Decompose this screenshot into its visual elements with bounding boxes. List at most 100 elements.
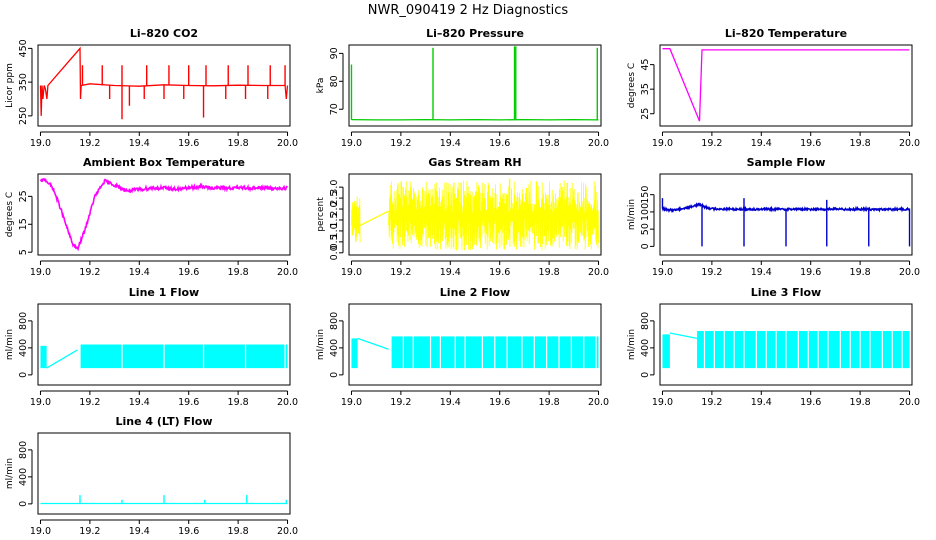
x-tick-label: 19.2 xyxy=(390,397,411,408)
plot-frame xyxy=(348,173,602,256)
y-axis-title: kPa xyxy=(316,78,326,94)
y-axis-title: degrees C xyxy=(5,192,15,237)
x-tick-label: 19.4 xyxy=(440,138,461,149)
plot-frame xyxy=(659,173,913,256)
chart-pressure: Li–820 Pressure 19.0 19.2 19.4 19.6 19.8 20.0 7… xyxy=(316,27,609,149)
y-tick-label: 5 xyxy=(18,249,29,255)
chart-box_temp: Ambient Box Temperature 19.0 19.2 19.4 19.6 1… xyxy=(5,156,298,278)
y-axis-title: degrees C xyxy=(627,63,637,108)
chart-line4: Line 4 (LT) Flow 19.0 19.2 19.4 19.6 19.8 20.0… xyxy=(5,415,298,537)
chart-title: Line 3 Flow xyxy=(751,286,821,299)
y-tick-label: 80 xyxy=(329,75,340,87)
x-tick-label: 19.0 xyxy=(341,138,362,149)
y-tick-label: 400 xyxy=(18,468,29,486)
x-tick-label: 19.4 xyxy=(129,267,150,278)
plot-frame xyxy=(37,303,291,386)
x-tick-label: 19.2 xyxy=(79,526,100,537)
chart-licor_temp: Li–820 Temperature 19.0 19.2 19.4 19.6 19.8 20… xyxy=(627,27,920,149)
chart-title: Line 2 Flow xyxy=(440,286,510,299)
x-tick-label: 20.0 xyxy=(277,267,298,278)
x-tick-label: 19.4 xyxy=(440,397,461,408)
chart-title: Gas Stream RH xyxy=(428,156,521,169)
x-tick-label: 19.6 xyxy=(178,267,199,278)
y-axis-title: Licor ppm xyxy=(5,63,15,108)
x-tick-label: 19.6 xyxy=(178,138,199,149)
y-tick-label: 0 xyxy=(640,243,651,249)
y-tick-label: 0 xyxy=(329,372,340,378)
series-line xyxy=(46,349,78,369)
x-tick-label: 19.6 xyxy=(178,526,199,537)
x-tick-label: 19.8 xyxy=(539,267,560,278)
series-line xyxy=(39,46,289,116)
y-axis-title: ml/min xyxy=(5,458,15,489)
y-axis-title: ml/min xyxy=(5,329,15,360)
series-line xyxy=(359,210,389,226)
chart-title: Li–820 Temperature xyxy=(725,27,847,40)
y-tick-label: 450 xyxy=(18,39,29,57)
data-layer xyxy=(351,335,599,370)
x-tick-label: 20.0 xyxy=(588,267,609,278)
plot-frame xyxy=(37,432,291,515)
data-layer xyxy=(351,178,599,251)
x-tick-label: 19.2 xyxy=(390,267,411,278)
chart-line2: Line 2 Flow 19.0 19.2 19.4 19.6 19.8 20.0 0 400 8… xyxy=(316,286,609,408)
x-tick-label: 19.8 xyxy=(228,267,249,278)
y-axis-title: ml/min xyxy=(627,329,637,360)
plot-frame xyxy=(348,303,602,386)
x-tick-label: 19.0 xyxy=(341,267,362,278)
series-block xyxy=(351,338,358,369)
x-tick-label: 19.0 xyxy=(341,397,362,408)
data-layer xyxy=(662,330,910,370)
chart-title: Line 4 (LT) Flow xyxy=(116,415,213,428)
x-tick-label: 20.0 xyxy=(899,397,920,408)
x-tick-label: 19.6 xyxy=(489,138,510,149)
x-tick-label: 19.0 xyxy=(30,138,51,149)
x-tick-label: 19.4 xyxy=(129,397,150,408)
x-tick-label: 19.4 xyxy=(129,138,150,149)
series-block xyxy=(40,345,47,369)
x-tick-label: 19.2 xyxy=(79,397,100,408)
x-tick-label: 19.8 xyxy=(850,397,871,408)
x-tick-label: 19.8 xyxy=(539,138,560,149)
x-tick-label: 19.0 xyxy=(652,138,673,149)
y-tick-label: 400 xyxy=(640,339,651,357)
x-tick-label: 20.0 xyxy=(277,138,298,149)
x-tick-label: 19.8 xyxy=(850,267,871,278)
x-tick-label: 19.8 xyxy=(850,138,871,149)
y-tick-label: 150 xyxy=(640,186,651,204)
y-tick-label: 15 xyxy=(18,218,29,230)
x-tick-label: 19.4 xyxy=(751,138,772,149)
series-line xyxy=(669,332,698,340)
x-tick-label: 19.4 xyxy=(751,267,772,278)
y-tick-label: 0.0 xyxy=(329,245,340,260)
x-tick-label: 19.8 xyxy=(228,526,249,537)
x-tick-label: 19.8 xyxy=(228,397,249,408)
data-layer xyxy=(39,177,288,252)
y-axis-title: percent xyxy=(316,197,326,232)
series-line xyxy=(357,337,389,350)
x-tick-label: 19.6 xyxy=(800,397,821,408)
y-tick-label: 800 xyxy=(18,441,29,459)
chart-title: Line 1 Flow xyxy=(129,286,199,299)
data-layer xyxy=(662,48,910,122)
series-block xyxy=(662,334,670,369)
y-axis-title: ml/min xyxy=(316,329,326,360)
x-tick-label: 19.0 xyxy=(30,397,51,408)
y-tick-label: 400 xyxy=(329,339,340,357)
chart-line3: Line 3 Flow 19.0 19.2 19.4 19.6 19.8 20.0 0 400 8… xyxy=(627,286,920,408)
x-tick-label: 20.0 xyxy=(899,267,920,278)
y-tick-label: 45 xyxy=(640,59,651,71)
y-tick-label: 0 xyxy=(18,372,29,378)
y-tick-label: 0 xyxy=(18,501,29,507)
series-line xyxy=(662,48,910,122)
x-tick-label: 19.4 xyxy=(440,267,461,278)
x-tick-label: 19.0 xyxy=(652,267,673,278)
x-tick-label: 19.0 xyxy=(30,267,51,278)
y-tick-label: 100 xyxy=(640,203,651,221)
y-tick-label: 250 xyxy=(18,107,29,125)
series-noise xyxy=(388,180,599,251)
data-layer xyxy=(661,198,911,247)
y-tick-label: 800 xyxy=(18,312,29,330)
